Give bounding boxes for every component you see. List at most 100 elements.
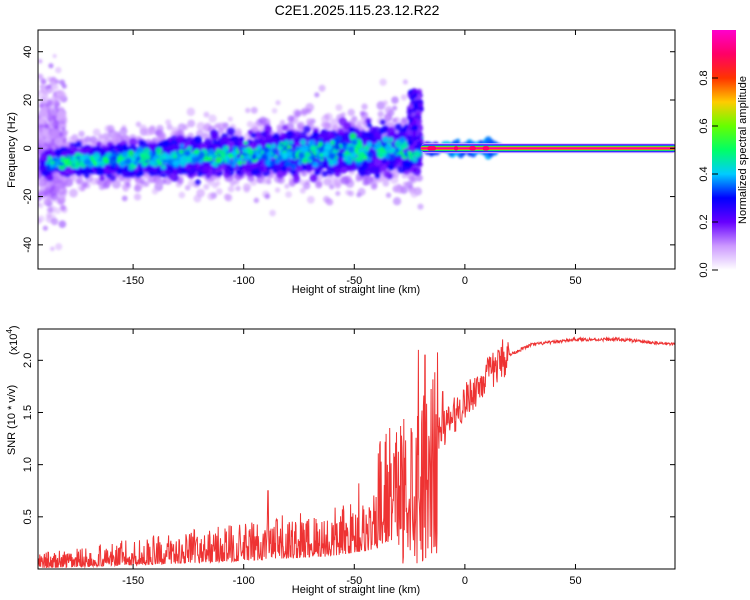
heatmap-cell <box>325 130 334 138</box>
heatmap-cell <box>385 192 392 198</box>
heatmap-cell <box>399 150 404 156</box>
heatmap-cell <box>252 121 260 129</box>
heatmap-cell <box>320 130 327 137</box>
heatmap-cell <box>365 118 372 124</box>
heatmap-cell <box>227 185 235 193</box>
heatmap-cell <box>275 100 281 106</box>
heatmap-cell <box>388 137 394 143</box>
heatmap-cell <box>55 90 63 98</box>
heatmap-cell <box>46 206 54 213</box>
heatmap-cell <box>100 135 107 142</box>
heatmap-cell <box>243 141 248 146</box>
heatmap-cell <box>335 135 342 143</box>
heatmap-cell <box>369 166 378 175</box>
heatmap-cell <box>137 169 145 177</box>
heatmap-cell <box>323 113 330 120</box>
heatmap-cell <box>54 149 62 157</box>
heatmap-cell <box>58 194 64 199</box>
heatmap-cell <box>213 162 219 168</box>
heatmap-cell <box>58 220 67 228</box>
heatmap-cell <box>271 107 278 114</box>
heatmap-cell <box>170 144 178 152</box>
heatmap-cell <box>194 135 203 144</box>
heatmap-cell <box>186 169 194 176</box>
heatmap-cell <box>415 174 423 182</box>
heatmap-cell <box>245 107 251 114</box>
heatmap-cell <box>335 190 341 197</box>
heatmap-cell <box>63 129 69 135</box>
heatmap-cell <box>155 147 163 154</box>
heatmap-cell <box>337 128 345 136</box>
heatmap-cell <box>340 166 348 174</box>
heatmap-cell <box>75 140 83 148</box>
heatmap-cell <box>274 187 281 193</box>
heatmap-cell <box>397 164 406 174</box>
heatmap-cell <box>403 124 410 130</box>
heatmap-cell <box>55 66 62 74</box>
heatmap-cell <box>263 125 272 134</box>
heatmap-cell <box>186 107 196 117</box>
heatmap-cell <box>39 179 45 186</box>
heatmap-cell <box>292 175 301 184</box>
heatmap-cell <box>42 225 48 231</box>
heatmap-cell <box>215 188 223 195</box>
heatmap-cell <box>121 151 128 158</box>
heatmap-cell <box>50 246 55 252</box>
heatmap-cell <box>46 99 53 106</box>
heatmap-cell <box>156 124 164 133</box>
heatmap-cell <box>288 176 294 183</box>
heatmap-cell <box>390 155 395 160</box>
heatmap-cell <box>48 63 54 69</box>
heatmap-cell <box>318 84 326 92</box>
heatmap-cell <box>382 100 388 106</box>
heatmap-cell <box>306 121 312 127</box>
heatmap-cell <box>394 123 403 131</box>
heatmap-cell <box>270 143 277 149</box>
heatmap-cell <box>314 92 320 98</box>
heatmap-cell <box>53 100 61 107</box>
heatmap-cell <box>208 168 214 174</box>
heatmap-cell <box>148 174 157 184</box>
heatmap-cell <box>285 191 292 198</box>
heatmap-cell <box>143 181 150 187</box>
heatmap-cell <box>227 116 233 122</box>
heatmap-cell <box>189 151 194 156</box>
heatmap-cell <box>50 108 57 116</box>
heatmap-cell <box>335 104 343 112</box>
heatmap-cell <box>64 178 73 187</box>
heatmap-cell <box>402 181 409 187</box>
heatmap-cell <box>302 125 311 134</box>
heatmap-cell <box>302 182 311 190</box>
heatmap-cell <box>312 161 319 168</box>
heatmap-cell <box>349 126 356 133</box>
heatmap-cell <box>46 212 52 219</box>
heatmap-cell <box>250 132 257 139</box>
heatmap-cell <box>41 92 49 100</box>
heatmap-cell <box>171 126 179 135</box>
heatmap-cell <box>38 126 43 133</box>
heatmap-cell <box>187 119 196 128</box>
heatmap-cell <box>379 119 386 126</box>
heatmap-cell <box>59 204 67 211</box>
heatmap-cell <box>40 77 47 85</box>
heatmap-cell <box>328 183 335 190</box>
heatmap-cell <box>401 160 409 168</box>
heatmap-cell <box>184 184 191 191</box>
heatmap-cell <box>294 110 302 118</box>
heatmap-cell <box>250 168 259 176</box>
heatmap-cell <box>52 53 57 59</box>
heatmap-cell <box>379 78 387 86</box>
heatmap-cell <box>80 168 87 175</box>
heatmap-cell <box>53 84 59 90</box>
heatmap-cell <box>121 195 128 202</box>
heatmap-cell <box>193 194 202 203</box>
heatmap-cell <box>133 193 142 201</box>
heatmap-cell <box>243 186 250 193</box>
heatmap-cell <box>116 169 123 176</box>
heatmap-cell <box>93 165 100 171</box>
heatmap-cell <box>261 178 268 185</box>
heatmap-cell <box>139 179 145 185</box>
heatmap-cell <box>392 185 400 193</box>
heatmap-cell <box>68 136 75 143</box>
